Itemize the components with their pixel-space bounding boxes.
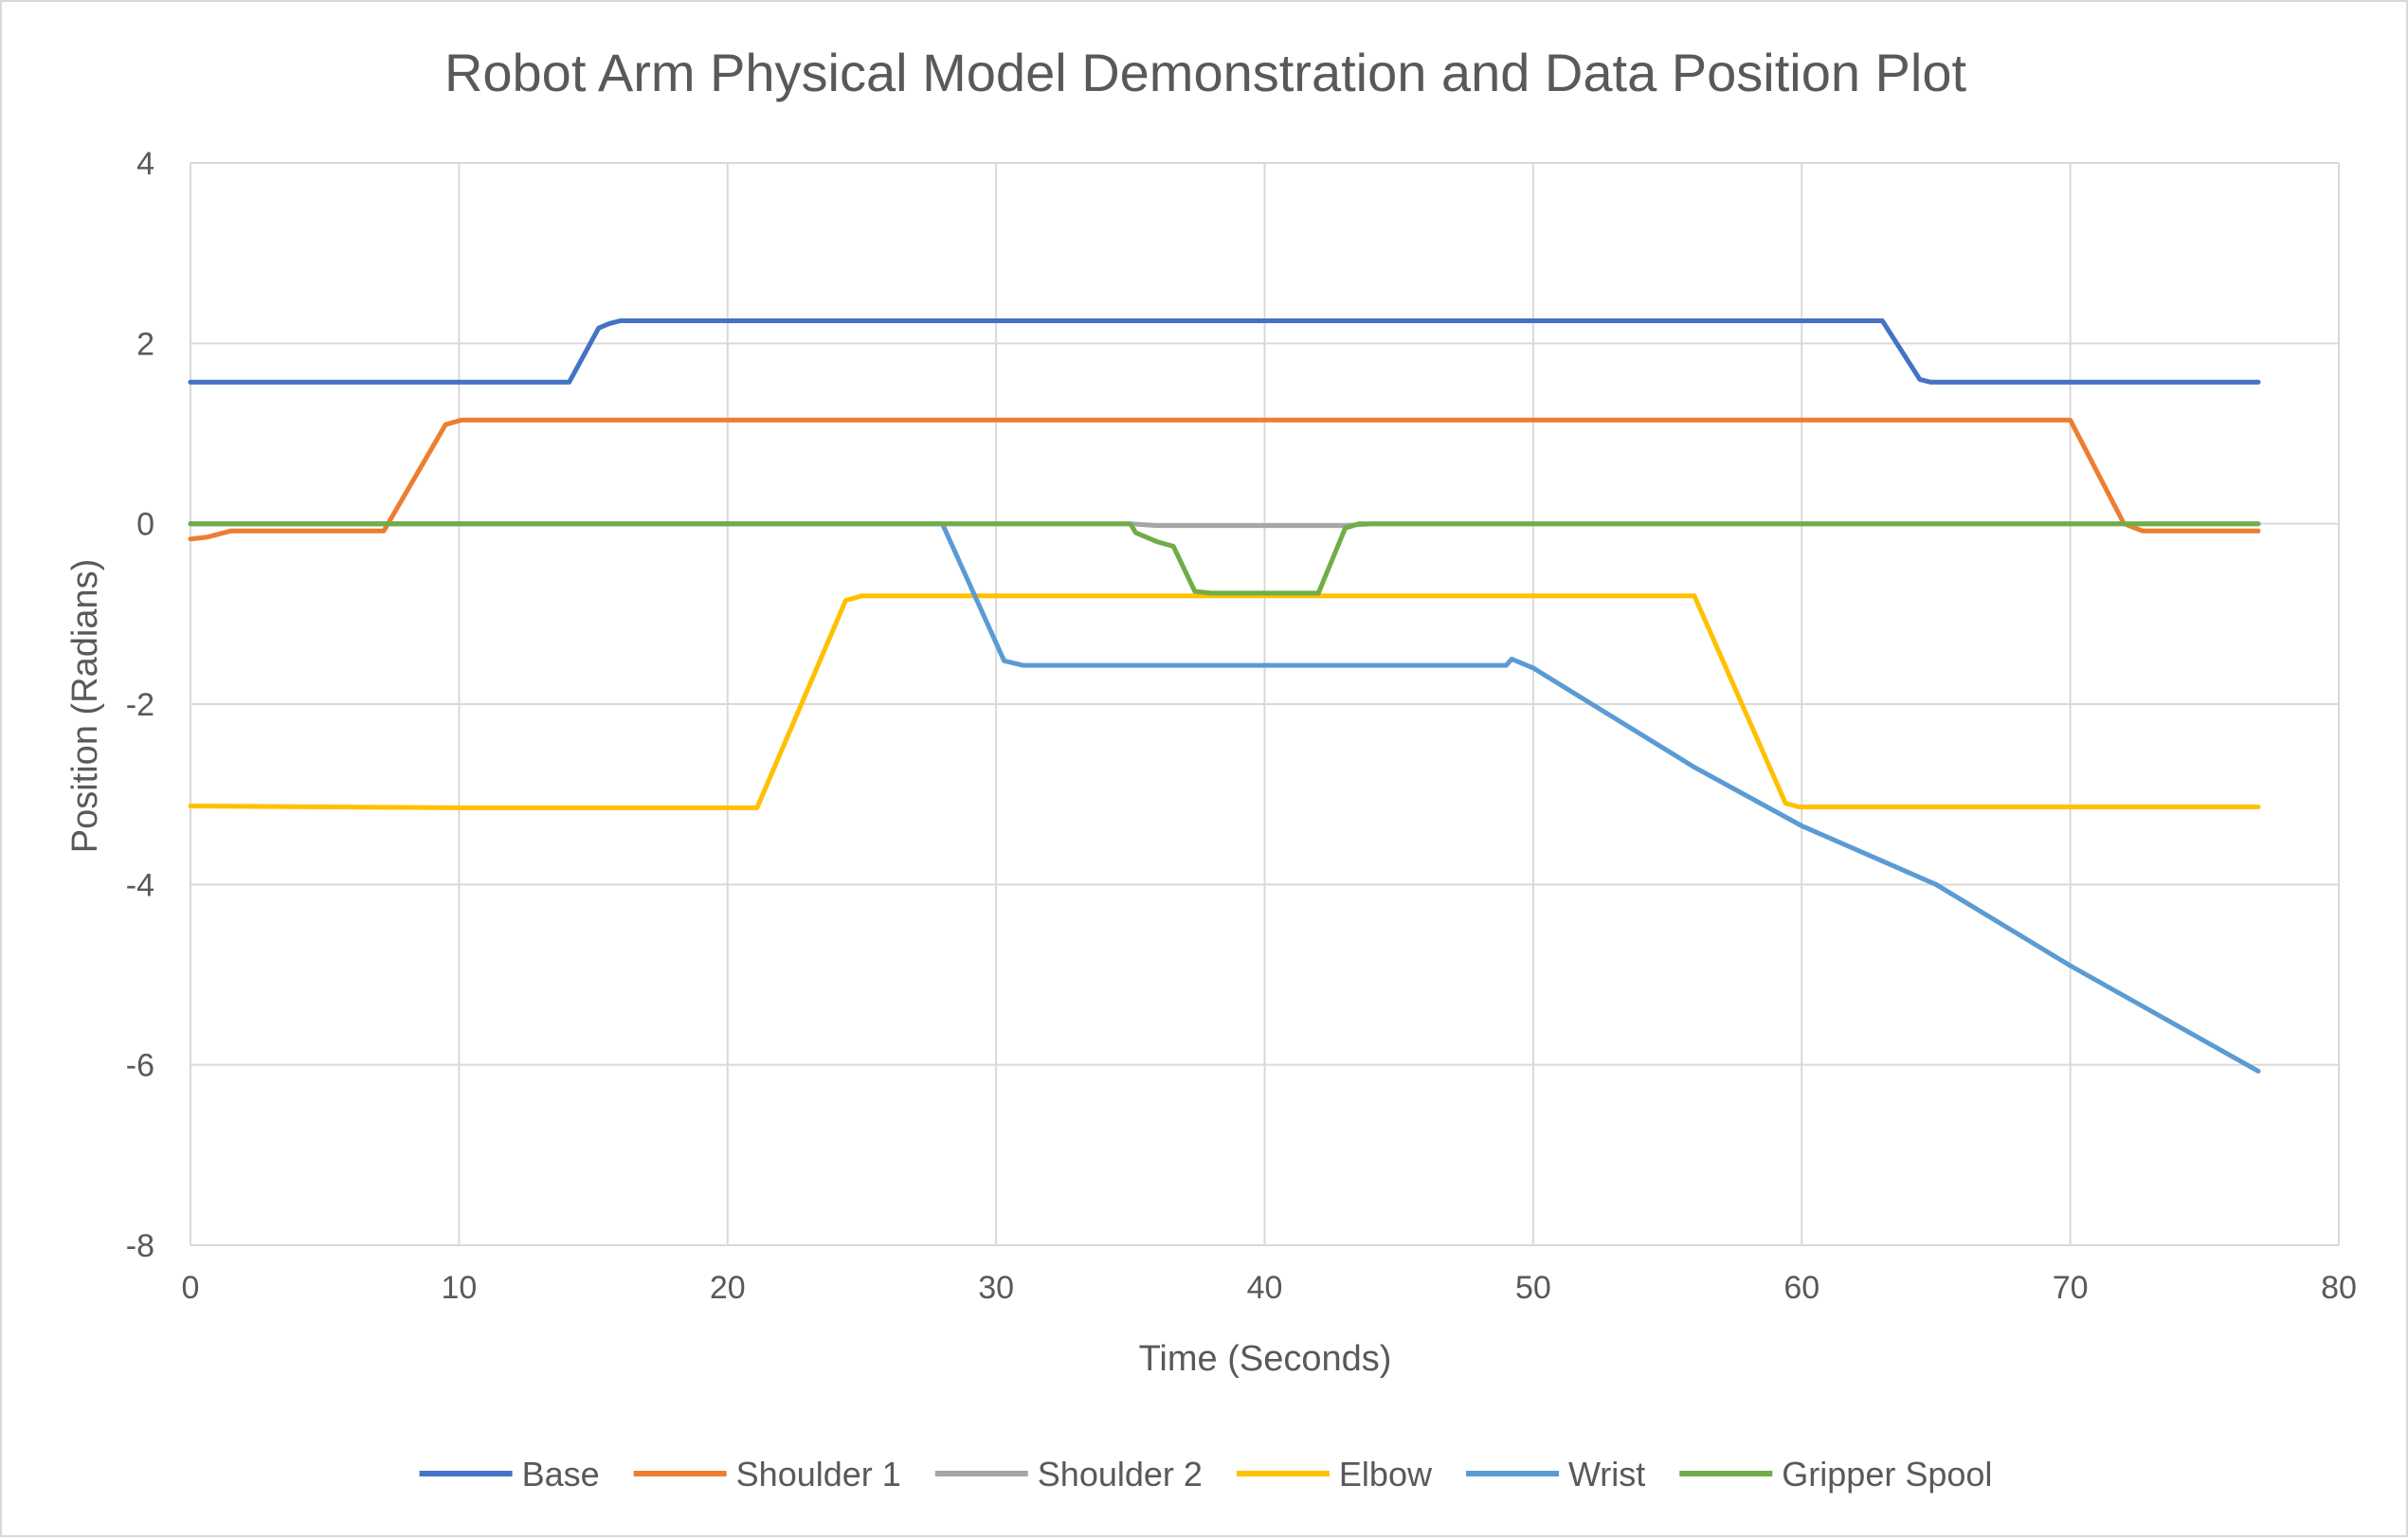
gridlines <box>190 162 2340 1246</box>
x-tick-label: 10 <box>441 1270 477 1306</box>
legend-label: Gripper Spool <box>1782 1455 1992 1494</box>
series-line-elbow <box>188 593 2261 810</box>
legend: Base Shoulder 1 Shoulder 2 Elbow Wrist Grippe… <box>419 1455 1992 1494</box>
x-tick-label: 80 <box>2321 1270 2357 1306</box>
y-tick-label: 4 <box>136 146 154 182</box>
series-lines <box>188 318 2261 1074</box>
y-axis-label: Position (Radians) <box>65 559 105 853</box>
legend-item-wrist: Wrist <box>1465 1455 1645 1494</box>
legend-item-gripper-spool: Gripper Spool <box>1679 1455 1992 1494</box>
legend-label: Base <box>522 1455 600 1494</box>
x-tick-label: 70 <box>2053 1270 2089 1306</box>
series-line-base <box>188 318 2261 385</box>
y-tick-label: -4 <box>126 867 154 903</box>
series-line-wrist <box>188 521 2261 1074</box>
x-tick-label: 60 <box>1783 1270 1820 1306</box>
chart-title: Robot Arm Physical Model Demonstration a… <box>444 43 1967 102</box>
legend-label: Shoulder 2 <box>1038 1455 1203 1494</box>
y-tick-label: -2 <box>126 687 154 723</box>
legend-label: Elbow <box>1339 1455 1433 1494</box>
x-tick-label: 30 <box>978 1270 1014 1306</box>
legend-item-shoulder-1: Shoulder 1 <box>633 1455 901 1494</box>
y-tick-label: -6 <box>126 1048 154 1084</box>
legend-item-shoulder-2: Shoulder 2 <box>934 1455 1203 1494</box>
series-line-shoulder-1 <box>188 417 2261 542</box>
x-tick-label: 0 <box>182 1270 200 1306</box>
legend-label: Wrist <box>1568 1455 1645 1494</box>
x-tick-label: 50 <box>1515 1270 1551 1306</box>
series-line-gripper-spool <box>188 521 2261 596</box>
y-tick-label: -8 <box>126 1228 154 1264</box>
x-tick-label: 40 <box>1247 1270 1283 1306</box>
y-tick-label: 0 <box>136 507 154 543</box>
legend-item-base: Base <box>419 1455 600 1494</box>
y-tick-label: 2 <box>136 326 154 362</box>
x-axis-label: Time (Seconds) <box>1139 1339 1392 1379</box>
x-tick-label: 20 <box>710 1270 746 1306</box>
legend-label: Shoulder 1 <box>736 1455 901 1494</box>
axis-tick-labels: 420-2-4-6-80 10 20 30 40 50 60 70 80 <box>126 146 2357 1306</box>
legend-item-elbow: Elbow <box>1236 1455 1433 1494</box>
